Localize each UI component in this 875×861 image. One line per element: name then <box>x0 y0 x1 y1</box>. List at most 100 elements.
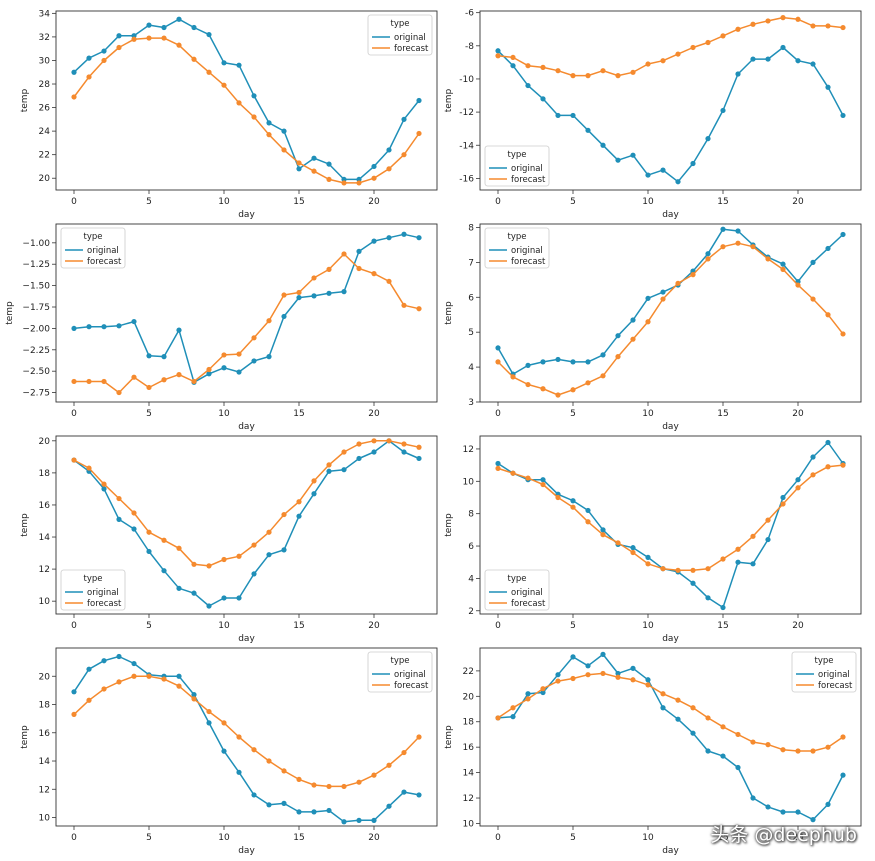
data-point-forecast <box>630 336 636 342</box>
data-point-original <box>326 807 332 814</box>
y-tick-label: 8 <box>468 510 474 520</box>
data-point-forecast <box>116 679 122 685</box>
data-point-forecast <box>146 529 152 535</box>
data-point-forecast <box>675 567 681 573</box>
data-point-original <box>416 792 422 798</box>
data-point-original <box>161 568 167 574</box>
data-point-forecast <box>236 553 242 559</box>
data-point-original <box>341 289 347 295</box>
data-point-original <box>296 166 302 172</box>
y-axis-label: temp <box>20 513 30 537</box>
y-axis-label: temp <box>444 88 454 112</box>
data-point-original <box>401 789 407 795</box>
plot-frame <box>55 647 438 827</box>
data-point-original <box>645 295 651 301</box>
data-point-original <box>705 136 711 142</box>
y-tick-label: 22 <box>463 667 474 677</box>
data-point-original <box>810 454 816 460</box>
data-point-forecast <box>645 682 651 688</box>
legend-entry-original: original <box>511 588 543 598</box>
data-point-forecast <box>401 441 407 447</box>
y-tick-label: 3 <box>468 398 474 408</box>
y-tick-label: 20 <box>39 672 51 682</box>
data-point-forecast <box>281 511 287 518</box>
data-point-forecast <box>341 251 347 257</box>
data-point-forecast <box>645 61 651 67</box>
y-axis-label: temp <box>5 301 15 325</box>
legend-box <box>484 145 550 187</box>
data-point-forecast <box>326 176 332 183</box>
data-point-forecast <box>780 501 786 507</box>
data-point-forecast <box>371 772 377 778</box>
data-point-original <box>146 548 152 555</box>
data-point-forecast <box>416 306 422 312</box>
data-point-original <box>401 231 407 237</box>
data-point-forecast <box>765 256 771 262</box>
data-point-original <box>810 817 816 823</box>
data-point-forecast <box>71 457 77 463</box>
x-tick-label: 15 <box>717 409 728 419</box>
data-point-original <box>765 804 771 810</box>
data-point-forecast <box>71 94 77 100</box>
data-point-forecast <box>810 472 816 478</box>
y-tick-label: 12 <box>39 785 50 795</box>
data-point-forecast <box>281 147 287 153</box>
x-axis-label: day <box>238 634 255 644</box>
x-tick-label: 20 <box>368 833 380 843</box>
data-point-forecast <box>191 696 197 702</box>
x-tick-label: 20 <box>792 833 804 843</box>
data-point-forecast <box>795 282 801 288</box>
data-point-forecast <box>825 744 831 750</box>
data-point-original <box>645 172 651 178</box>
data-point-forecast <box>341 783 347 790</box>
series-line-original <box>497 46 844 183</box>
data-point-forecast <box>176 42 182 48</box>
data-point-original <box>116 653 122 660</box>
data-point-forecast <box>705 715 711 721</box>
data-point-original <box>101 324 107 330</box>
legend-box <box>484 569 550 611</box>
data-point-forecast <box>206 366 212 373</box>
data-point-forecast <box>101 57 107 64</box>
x-tick-label: 5 <box>146 409 152 419</box>
data-point-forecast <box>675 51 681 57</box>
data-point-forecast <box>645 319 651 325</box>
data-point-original <box>236 595 242 601</box>
x-tick-label: 15 <box>293 621 304 631</box>
data-point-forecast <box>341 449 347 455</box>
data-point-original <box>251 358 257 364</box>
chart-panel-3: 0 5 10 15 20 −2.75 −2.50 −2.25 −2.00 −1.75 −1.50 −1… <box>5 223 438 432</box>
data-point-forecast <box>236 351 242 357</box>
data-point-original <box>795 58 801 64</box>
data-point-forecast <box>251 747 257 753</box>
data-point-forecast <box>780 15 786 21</box>
data-point-forecast <box>161 377 167 383</box>
plot-frame <box>479 435 862 615</box>
data-point-original <box>600 352 606 358</box>
data-point-forecast <box>570 675 576 682</box>
y-tick-label: −1.25 <box>22 260 50 270</box>
data-point-original <box>495 345 501 351</box>
data-point-forecast <box>750 533 756 539</box>
data-point-forecast <box>296 160 302 166</box>
data-point-original <box>176 585 182 591</box>
data-point-forecast <box>810 296 816 302</box>
legend-title: type <box>508 150 527 160</box>
y-tick-label: 5 <box>468 328 474 338</box>
chart-panel-4: 0 5 10 15 20 3 4 5 6 7 8 day temp type originalforecas… <box>444 223 862 432</box>
data-point-forecast <box>795 748 801 754</box>
y-tick-label: 20 <box>39 437 51 447</box>
data-point-original <box>236 369 242 375</box>
x-tick-label: 0 <box>495 197 501 207</box>
data-point-original <box>630 317 636 323</box>
data-point-forecast <box>540 686 546 692</box>
data-point-forecast <box>296 499 302 505</box>
data-point-forecast <box>371 438 377 444</box>
data-point-original <box>525 691 531 697</box>
y-tick-label: 20 <box>463 692 475 702</box>
x-tick-label: 10 <box>642 833 654 843</box>
data-point-forecast <box>495 715 501 721</box>
data-point-forecast <box>570 73 576 79</box>
